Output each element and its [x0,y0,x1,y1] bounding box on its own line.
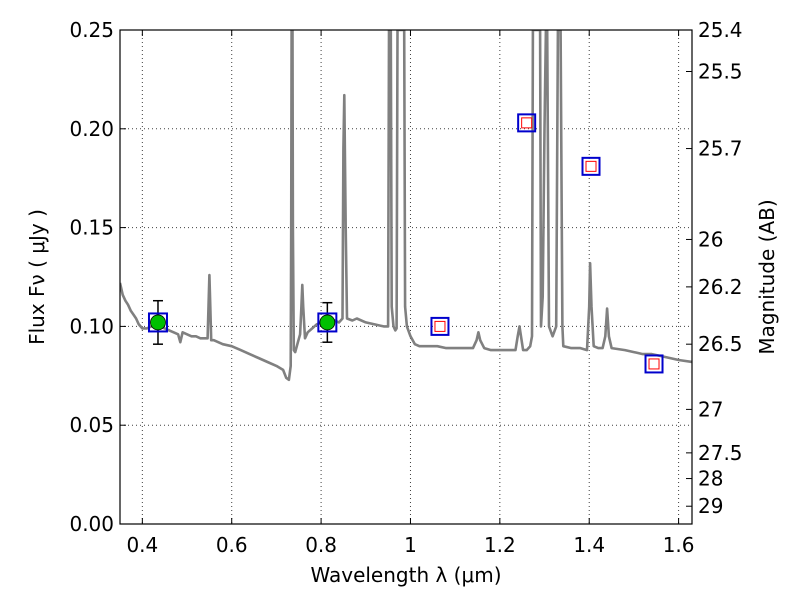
model-point-box [644,354,664,374]
x-tick-label: 1.4 [573,533,605,557]
y2-tick-label: 27 [698,397,723,421]
observed-point [150,314,166,331]
x-tick-label: 1.2 [484,533,516,557]
x-tick-label: 0.6 [216,533,248,557]
x-tick-label: 0.4 [126,533,158,557]
model-point-box [430,316,450,336]
y2-tick-label: 26.2 [698,275,743,299]
y2-tick-label: 25.5 [698,59,743,83]
y2-tick-label: 29 [698,494,723,518]
y2-tick-label: 26.5 [698,332,743,356]
x-tick-label: 1.6 [663,533,695,557]
observed-point [319,314,336,331]
observed-point-box [147,312,168,333]
model-point [585,160,597,172]
x-axis-label: Wavelength λ (μm) [310,563,501,587]
y-tick-label: 0.20 [69,117,114,141]
model-point [434,320,446,332]
model-point [648,358,660,370]
model-point-box [581,156,601,176]
spectrum-line [120,30,692,382]
x-tick-label: 1 [404,533,417,557]
ticks-layer: 0.4 0.6 0.8 1 1.2 1.4 1.6 0.00 0.05 0.10 0.15 0.20 0… [69,18,742,557]
y-tick-label: 0.00 [69,512,114,536]
model-point-box [517,113,537,133]
y2-tick-label: 28 [698,467,723,491]
y2-tick-label: 27.5 [698,441,743,465]
plot-frame [119,29,693,525]
y2-tick-label: 25.7 [698,137,743,161]
observed-point-box [317,312,338,333]
model-point [521,117,533,129]
y-axis-label: Flux Fν ( μJy ) [25,209,49,345]
x-tick-label: 0.8 [305,533,337,557]
y-tick-label: 0.10 [69,314,114,338]
y2-tick-label: 25.4 [698,18,743,42]
y-tick-label: 0.05 [69,413,114,437]
y-tick-label: 0.15 [69,216,114,240]
y2-tick-label: 26 [698,227,723,251]
y-tick-label: 0.25 [69,18,114,42]
data-layer [120,30,692,382]
y2-axis-label: Magnitude (AB) [755,199,779,354]
